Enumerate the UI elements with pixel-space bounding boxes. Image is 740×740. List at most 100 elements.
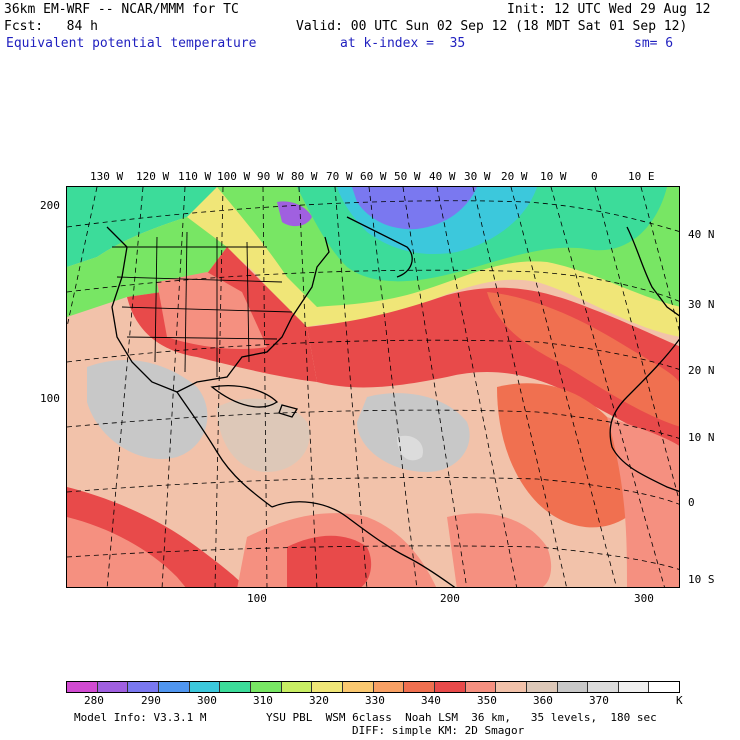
lon-label: 100 W xyxy=(217,170,251,183)
field-us-pink xyxy=(157,272,267,349)
lon-label: 70 W xyxy=(326,170,353,183)
field-lightgrey xyxy=(397,435,423,461)
legend-label: 280 xyxy=(84,694,104,707)
forecast-hour: Fcst: 84 h xyxy=(4,19,98,34)
field-nw-teal xyxy=(67,187,217,267)
africa-coast xyxy=(609,338,679,492)
smoothing-label: sm= 6 xyxy=(634,36,674,51)
physics-info: YSU PBL WSM 6class Noah LSM 36 km, 35 le… xyxy=(266,711,657,724)
lat-label: 0 xyxy=(688,496,695,509)
grid-x-tick: 100 xyxy=(247,592,267,605)
field-east-red xyxy=(497,383,638,528)
theta-e-map xyxy=(66,186,680,588)
grid-y-tick: 200 xyxy=(40,199,60,212)
legend-unit: K xyxy=(676,694,683,707)
legend-swatch xyxy=(526,682,558,692)
canada-maritimes xyxy=(346,216,413,278)
legend-swatch xyxy=(312,682,343,692)
diffusion-info: DIFF: simple KM: 2D Smagor xyxy=(352,724,525,737)
legend-swatch xyxy=(557,682,589,692)
legend-swatch xyxy=(128,682,159,692)
meridian-80w xyxy=(298,187,318,587)
field-sa-red xyxy=(287,535,372,587)
meridian-50w xyxy=(402,187,468,587)
legend-swatch xyxy=(588,682,619,692)
parallel-30n xyxy=(67,269,679,302)
meridian-110w xyxy=(161,187,186,587)
meridian-0 xyxy=(594,187,679,502)
meridian-20w xyxy=(510,187,617,587)
europe-coast xyxy=(626,226,679,317)
legend-label: 310 xyxy=(253,694,273,707)
lon-label: 110 W xyxy=(178,170,212,183)
lat-label: 30 N xyxy=(688,298,715,311)
meridian-30w xyxy=(472,187,567,587)
parallel-20n xyxy=(67,339,679,370)
legend-swatch xyxy=(158,682,190,692)
meridian-120w xyxy=(106,187,144,587)
lon-label: 30 W xyxy=(464,170,491,183)
meridian-70w xyxy=(334,187,368,587)
meridian-10w xyxy=(550,187,665,587)
legend-swatch xyxy=(496,682,527,692)
legend-swatch xyxy=(618,682,650,692)
parallel-10s xyxy=(67,545,679,570)
lat-label: 40 N xyxy=(688,228,715,241)
init-time: Init: 12 UTC Wed 29 Aug 12 xyxy=(507,2,711,17)
legend-label: 300 xyxy=(197,694,217,707)
legend-swatch xyxy=(189,682,221,692)
cuba-island xyxy=(210,385,279,408)
legend-label: 360 xyxy=(533,694,553,707)
legend-swatch xyxy=(465,682,497,692)
valid-time: Valid: 00 UTC Sun 02 Sep 12 (18 MDT Sat … xyxy=(296,19,688,34)
field-purple xyxy=(277,201,312,227)
lon-label: 130 W xyxy=(90,170,124,183)
lon-label: 10 E xyxy=(628,170,655,183)
legend-label: 350 xyxy=(477,694,497,707)
field-violet xyxy=(352,187,477,230)
legend-swatch xyxy=(342,682,374,692)
map-canvas xyxy=(67,187,679,587)
na-east-coast xyxy=(106,226,330,393)
field-grey-atlantic xyxy=(357,393,470,472)
grid-x-tick: 300 xyxy=(634,592,654,605)
lon-label: 90 W xyxy=(257,170,284,183)
hispaniola-island xyxy=(278,404,299,418)
legend-label: 320 xyxy=(309,694,329,707)
field-taupe xyxy=(217,398,310,472)
lat-label: 10 S xyxy=(688,573,715,586)
grid-x-tick: 200 xyxy=(440,592,460,605)
lon-label: 10 W xyxy=(540,170,567,183)
legend-label: 290 xyxy=(141,694,161,707)
color-scale-bar xyxy=(66,681,680,693)
state-borders xyxy=(112,231,293,377)
field-sw-pink xyxy=(67,517,186,587)
lon-label: 20 W xyxy=(501,170,528,183)
model-info: Model Info: V3.3.1 M xyxy=(74,711,207,724)
lon-label: 40 W xyxy=(429,170,456,183)
lat-label: 20 N xyxy=(688,364,715,377)
field-grey-gulf xyxy=(87,359,208,459)
lon-label: 80 W xyxy=(291,170,318,183)
field-name: Equivalent potential temperature xyxy=(6,36,257,51)
legend-swatch xyxy=(97,682,129,692)
legend-swatch xyxy=(281,682,313,692)
grid-y-tick: 100 xyxy=(40,392,60,405)
south-america-coast xyxy=(271,501,456,587)
meridian-130w xyxy=(67,187,98,328)
model-title: 36km EM-WRF -- NCAR/MMM for TC xyxy=(4,2,239,17)
lon-label: 50 W xyxy=(394,170,421,183)
lat-label: 10 N xyxy=(688,431,715,444)
meridian-60w xyxy=(368,187,418,587)
legend-swatch xyxy=(404,682,435,692)
legend-swatch xyxy=(220,682,251,692)
legend-swatch xyxy=(649,682,680,692)
lon-label: 60 W xyxy=(360,170,387,183)
latlon-grid xyxy=(67,187,679,587)
field-satl-pink xyxy=(447,513,552,587)
level-label: at k-index = 35 xyxy=(340,36,466,51)
legend-label: 330 xyxy=(365,694,385,707)
legend-label: 340 xyxy=(421,694,441,707)
legend-swatch xyxy=(67,682,98,692)
meridian-90w xyxy=(262,187,268,587)
